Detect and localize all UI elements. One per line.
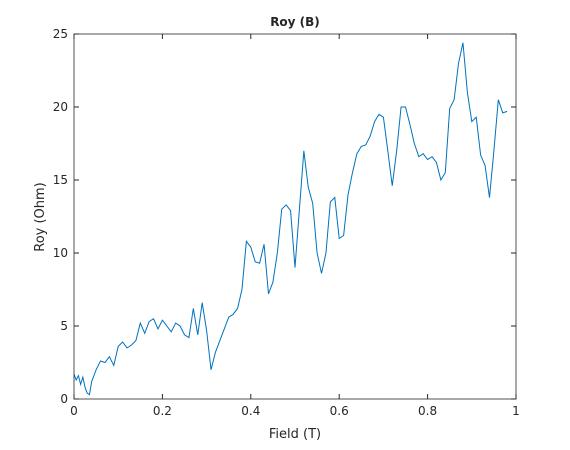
x-tick-label: 0.6 [330, 404, 349, 418]
y-tick-label: 15 [53, 173, 68, 187]
x-tick-label: 0.4 [241, 404, 260, 418]
y-tick-label: 10 [53, 246, 68, 260]
y-tick-label: 25 [53, 27, 68, 41]
x-tick-label: 1 [512, 404, 520, 418]
x-axis-label: Field (T) [269, 427, 321, 442]
x-tick-label: 0 [70, 404, 78, 418]
y-tick-label: 0 [60, 392, 68, 406]
axes-box [73, 33, 517, 400]
data-line [73, 42, 508, 396]
y-axis-label: Roy (Ohm) [33, 182, 48, 252]
y-tick-label: 20 [53, 100, 68, 114]
y-tick-label: 5 [60, 319, 68, 333]
chart-title: Roy (B) [270, 15, 320, 29]
x-tick-label: 0.8 [418, 404, 437, 418]
x-tick-label: 0.2 [153, 404, 172, 418]
